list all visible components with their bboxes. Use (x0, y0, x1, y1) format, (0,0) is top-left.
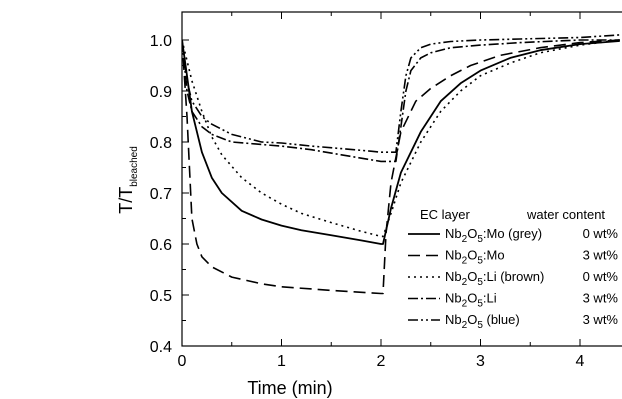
legend-water-3: 0 wt% (583, 269, 619, 284)
series-line-5 (182, 34, 620, 153)
legend-water-4: 3 wt% (583, 291, 619, 306)
y-tick-label: 1.0 (150, 33, 172, 50)
legend-label-part: 5 (477, 256, 483, 267)
x-tick-label: 2 (377, 353, 386, 370)
legend-label-part: 5 (477, 299, 483, 310)
x-axis-title: Time (min) (247, 378, 332, 398)
y-axis-title-main: T/T (116, 187, 136, 214)
series-line-4 (182, 39, 620, 163)
y-tick-label: 0.6 (150, 237, 172, 254)
x-tick-label: 4 (576, 353, 585, 370)
legend-label-part: Nb (445, 291, 462, 306)
legend-label-part: :Li (brown) (483, 269, 544, 284)
series-line-2 (182, 39, 620, 295)
legend-label-part: O (467, 269, 477, 284)
legend-label-part: :Mo (grey) (483, 226, 542, 241)
legend-label-part: :Mo (483, 248, 505, 263)
legend-label-part: 2 (462, 320, 468, 331)
legend-header-water: water content (526, 207, 605, 222)
legend-label-2: Nb2O5:Mo (445, 248, 505, 267)
legend-water-2: 3 wt% (583, 248, 619, 263)
legend-label-part: O (467, 248, 477, 263)
series-layer (182, 34, 620, 295)
legend-label-part: Nb (445, 248, 462, 263)
legend-label-part: 2 (462, 299, 468, 310)
legend-label-part: O (467, 291, 477, 306)
plot-frame (181, 11, 622, 347)
legend-label-part: Nb (445, 226, 462, 241)
legend-label-3: Nb2O5:Li (brown) (445, 269, 544, 288)
legend-label-part: Nb (445, 269, 462, 284)
legend-label-1: Nb2O5:Mo (grey) (445, 226, 542, 245)
legend-label-part: 5 (477, 277, 483, 288)
series-line-1 (182, 39, 620, 245)
y-axis-title: T/Tbleached (116, 146, 140, 214)
x-tick-label: 3 (476, 353, 485, 370)
x-tick-label: 0 (178, 353, 187, 370)
legend-label-part: 2 (462, 234, 468, 245)
y-tick-label: 0.8 (150, 135, 172, 152)
y-axis-title-sub: bleached (129, 146, 140, 187)
legend-water-1: 0 wt% (583, 226, 619, 241)
y-tick-label: 0.9 (150, 84, 172, 101)
legend-label-part: 2 (462, 256, 468, 267)
x-tick-label: 1 (277, 353, 286, 370)
legend-header-layer: EC layer (420, 207, 471, 222)
legend-label-part: 5 (477, 320, 483, 331)
legend-label-part: O (467, 226, 477, 241)
legend-label-part: Nb (445, 312, 462, 327)
y-tick-label: 0.7 (150, 186, 172, 203)
legend-label-part: :Li (483, 291, 497, 306)
series-line-3 (182, 39, 620, 238)
legend-label-part: (blue) (483, 312, 520, 327)
tick-labels: 0 1 2 3 4 0.4 0.5 0.6 0.7 0.8 0.9 1.0 (150, 33, 585, 370)
tick-marks (181, 12, 581, 347)
y-tick-label: 0.5 (150, 288, 172, 305)
legend-label-5: Nb2O5 (blue) (445, 312, 520, 331)
legend-label-part: 5 (477, 234, 483, 245)
legend-water-5: 3 wt% (583, 312, 619, 327)
y-tick-label: 0.4 (150, 339, 172, 356)
legend-label-part: O (467, 312, 477, 327)
legend-label-part: 2 (462, 277, 468, 288)
legend-label-4: Nb2O5:Li (445, 291, 497, 310)
